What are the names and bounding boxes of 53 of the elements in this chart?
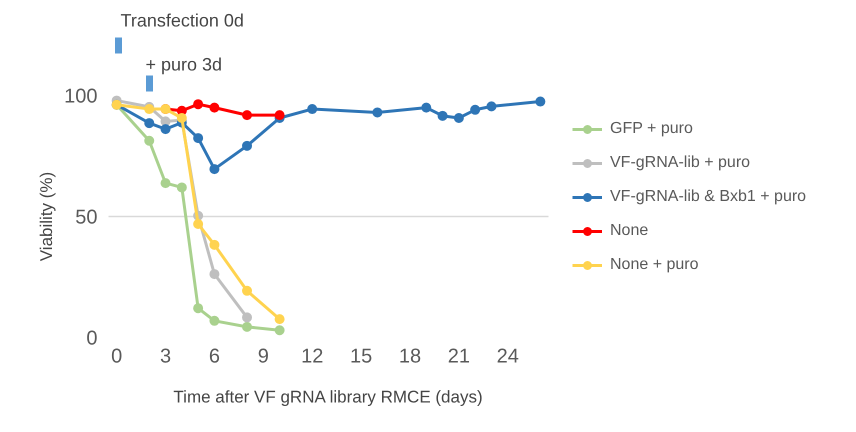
x-tick-label: 21 (448, 346, 470, 368)
point (193, 99, 204, 110)
text: + puro 3d (146, 54, 222, 74)
x-tick-label: 3 (160, 346, 172, 368)
point (144, 104, 154, 114)
point (176, 113, 187, 123)
point (242, 322, 252, 332)
point (307, 104, 318, 114)
x-tick-label: 18 (398, 346, 422, 368)
point (160, 124, 171, 134)
y-axis-title: Viability (%) (37, 172, 56, 262)
point (242, 312, 252, 322)
point (274, 110, 285, 120)
point (486, 101, 496, 112)
x-tick-label: 6 (208, 346, 220, 368)
point (209, 164, 220, 174)
point (372, 107, 382, 118)
y-tick-label: 100 (64, 86, 98, 108)
point (535, 96, 546, 107)
point (144, 118, 154, 128)
point (274, 325, 285, 336)
point (193, 133, 204, 144)
point (209, 240, 220, 250)
point (209, 269, 220, 280)
point (160, 178, 171, 188)
x-axis-title: Time after VF gRNA library RMCE (days) (173, 388, 483, 406)
text: Transfection 0d (120, 10, 244, 30)
point (209, 102, 220, 113)
y-tick-label: 50 (75, 206, 98, 228)
point (193, 219, 204, 229)
point (176, 182, 187, 192)
x-tick-label: 24 (496, 346, 519, 368)
point (274, 314, 285, 324)
point (470, 104, 480, 115)
point (242, 286, 252, 296)
legend-label: VF-gRNA-lib + puro (610, 154, 750, 172)
point (454, 113, 464, 123)
point (242, 140, 252, 151)
legend-label: VF-gRNA-lib & Bxb1 + puro (610, 188, 806, 206)
x-tick-label: 12 (301, 346, 324, 368)
x-tick-label: 15 (350, 346, 372, 368)
legend-label: None + puro (610, 256, 699, 274)
point (144, 136, 154, 146)
point (421, 102, 432, 113)
x-tick-label: 0 (111, 346, 122, 368)
point (242, 110, 252, 120)
point (193, 303, 204, 314)
point (209, 316, 220, 326)
x-tick-label: 9 (258, 346, 269, 368)
point (438, 110, 448, 121)
legend-label: None (610, 222, 648, 240)
y-tick-label: 0 (86, 328, 98, 350)
legend-label: GFP + puro (610, 120, 693, 138)
